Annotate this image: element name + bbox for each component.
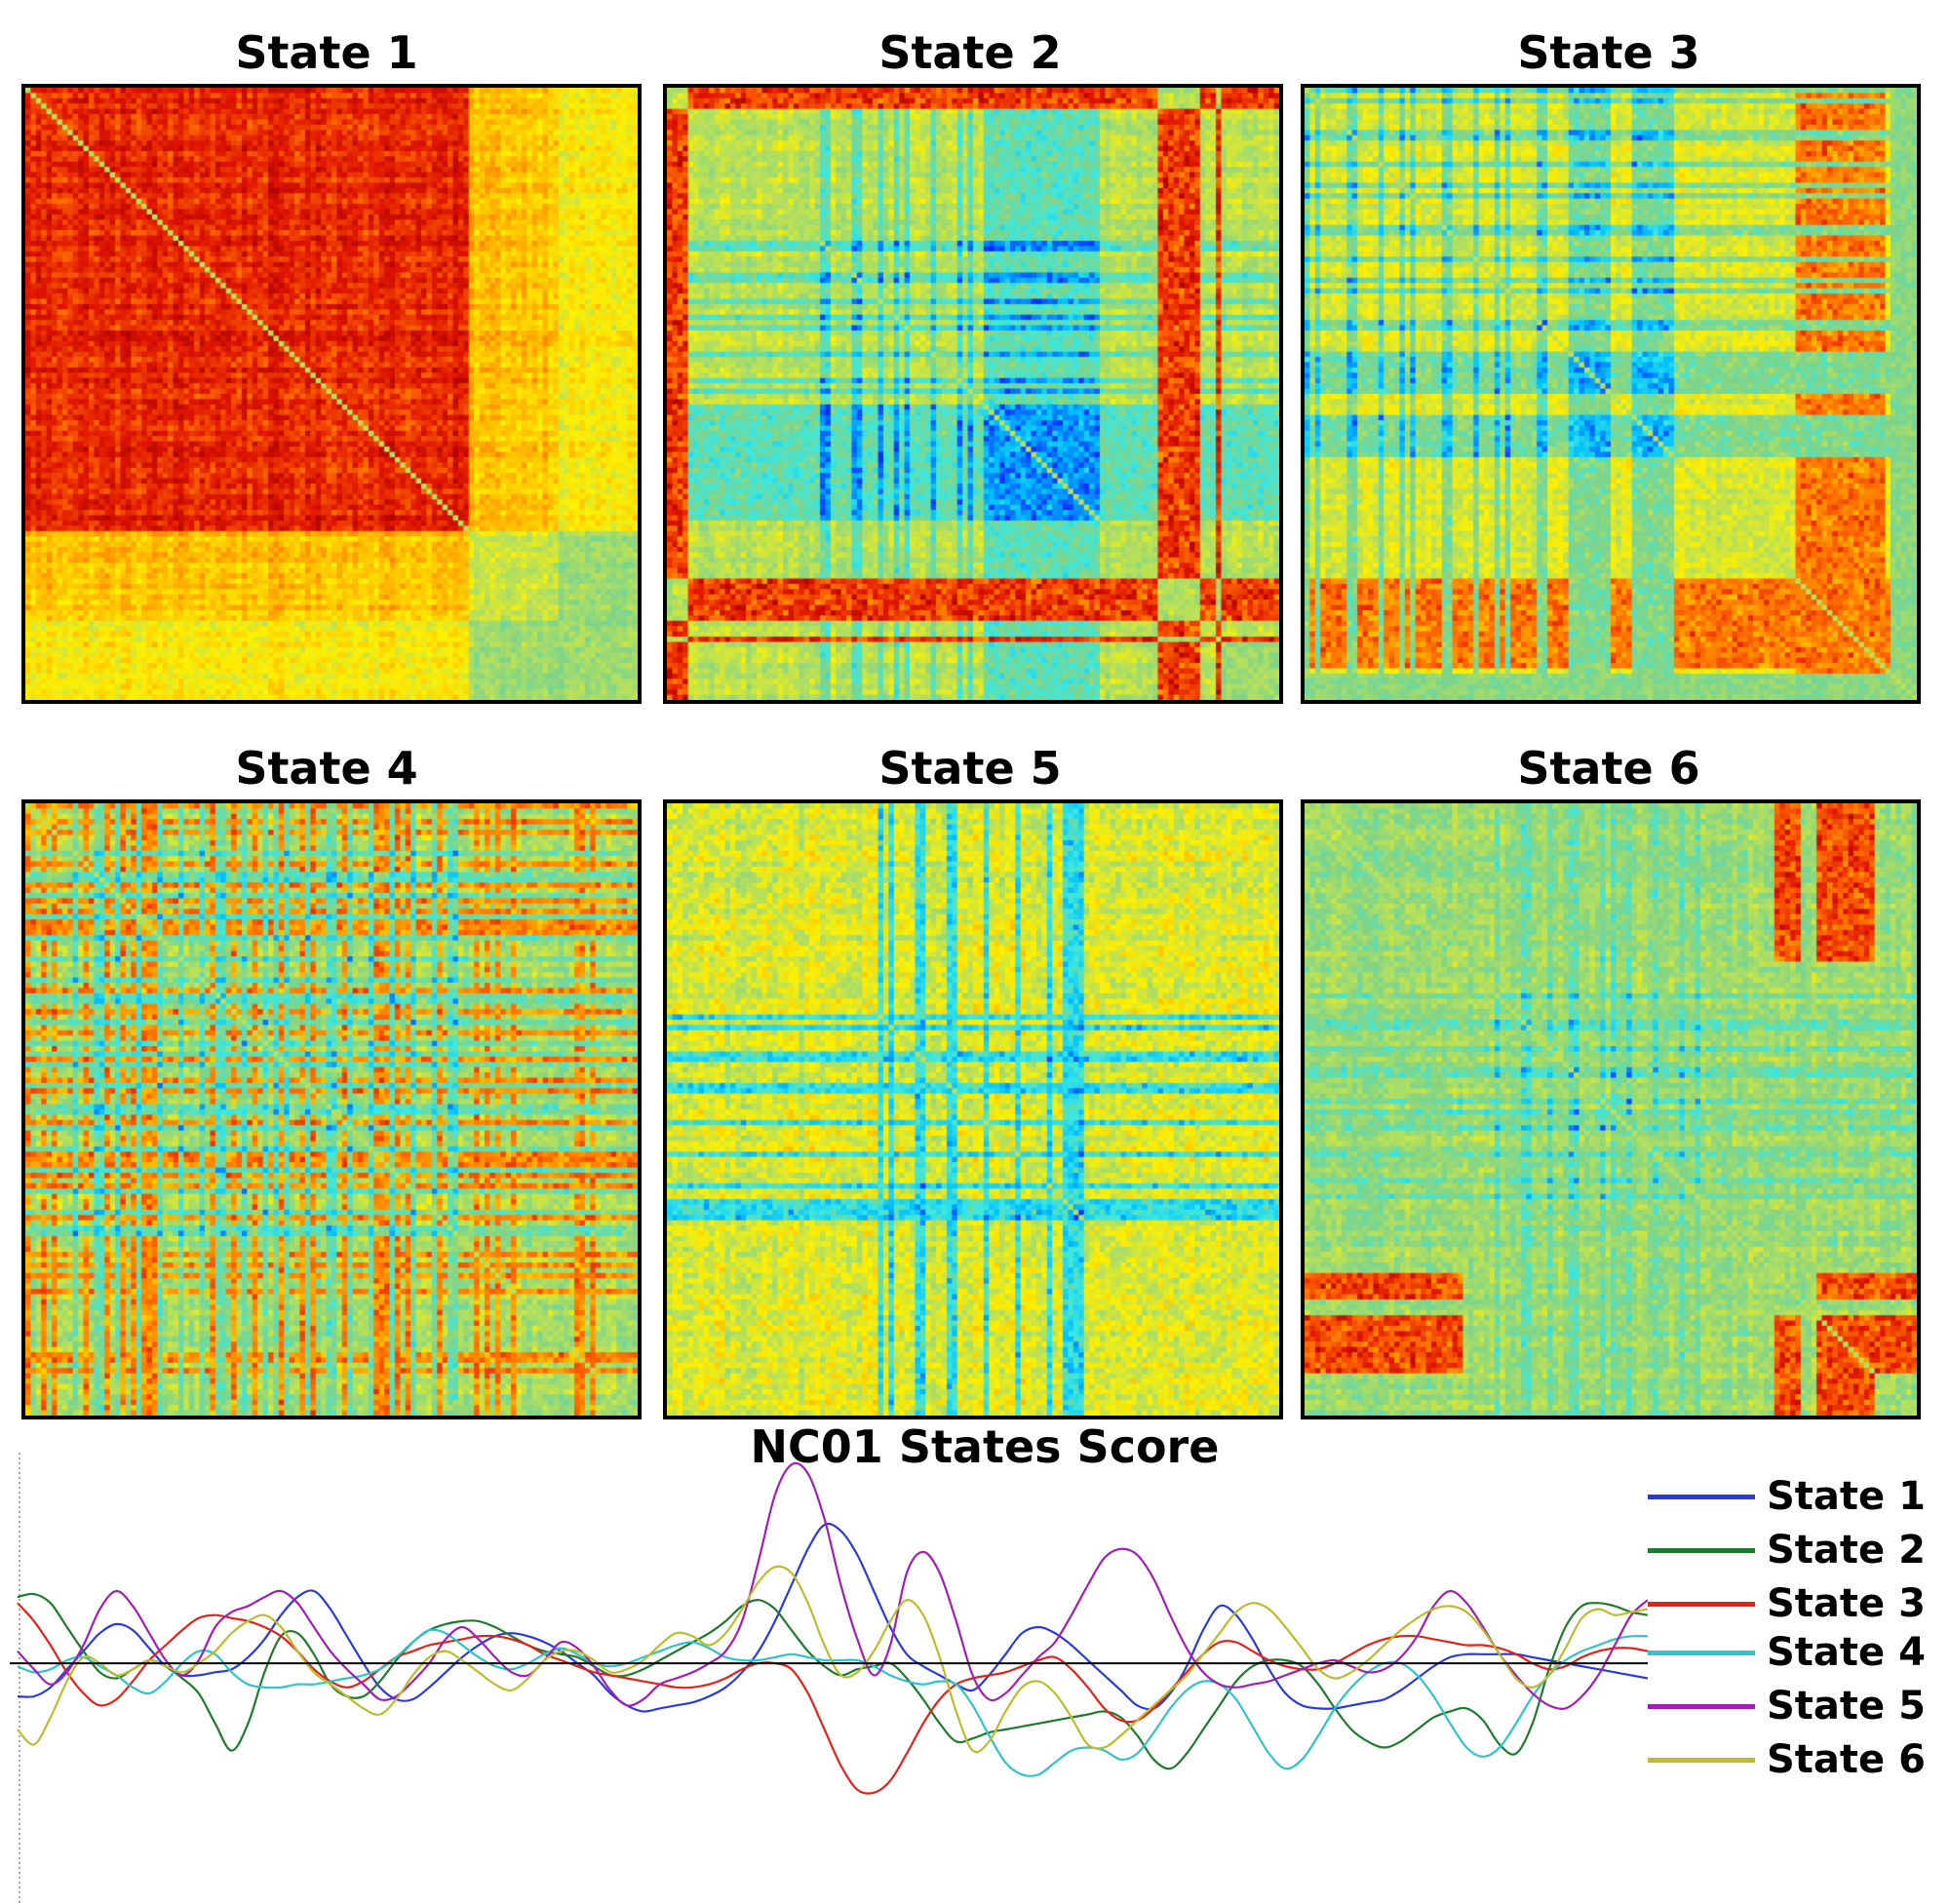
legend-item-state-4: State 4 (1648, 1628, 1926, 1677)
panel-title-4: State 4 (235, 742, 418, 795)
panel-title-1: State 1 (235, 26, 418, 79)
legend-item-state-3: State 3 (1648, 1579, 1926, 1628)
legend-label-state-4: State 4 (1767, 1630, 1926, 1675)
legend-label-state-1: State 1 (1767, 1474, 1926, 1519)
legend-swatch-state-1 (1648, 1494, 1755, 1499)
state-score-plot (10, 1453, 1648, 1904)
panel-title-5: State 5 (878, 742, 1062, 795)
legend-item-state-2: State 2 (1648, 1526, 1926, 1574)
series-line-state-4 (17, 1628, 1648, 1777)
legend-item-state-1: State 1 (1648, 1472, 1926, 1521)
legend-label-state-6: State 6 (1767, 1737, 1926, 1782)
legend-swatch-state-4 (1648, 1650, 1755, 1655)
state-2-matrix (663, 84, 1283, 704)
state-4-matrix (21, 799, 642, 1419)
legend-label-state-3: State 3 (1767, 1581, 1926, 1626)
legend-swatch-state-3 (1648, 1601, 1755, 1607)
panel-title-3: State 3 (1517, 26, 1700, 79)
state-6-matrix (1301, 799, 1921, 1419)
state-5-matrix (663, 799, 1283, 1419)
series-line-state-1 (17, 1522, 1648, 1713)
legend-label-state-5: State 5 (1767, 1684, 1926, 1729)
legend-swatch-state-6 (1648, 1757, 1755, 1763)
legend-swatch-state-2 (1648, 1547, 1755, 1553)
state-3-matrix (1301, 84, 1921, 704)
series-line-state-3 (17, 1602, 1648, 1795)
legend-label-state-2: State 2 (1767, 1528, 1926, 1573)
series-line-state-2 (17, 1592, 1648, 1770)
state-1-matrix (21, 84, 642, 704)
panel-title-2: State 2 (878, 26, 1062, 79)
series-line-state-5 (17, 1461, 1648, 1711)
series-line-state-6 (17, 1565, 1648, 1754)
chart-title: NC01 States Score (750, 1420, 1220, 1473)
legend-item-state-6: State 6 (1648, 1735, 1926, 1784)
legend-item-state-5: State 5 (1648, 1682, 1926, 1730)
panel-title-6: State 6 (1517, 742, 1700, 795)
legend-swatch-state-5 (1648, 1703, 1755, 1709)
